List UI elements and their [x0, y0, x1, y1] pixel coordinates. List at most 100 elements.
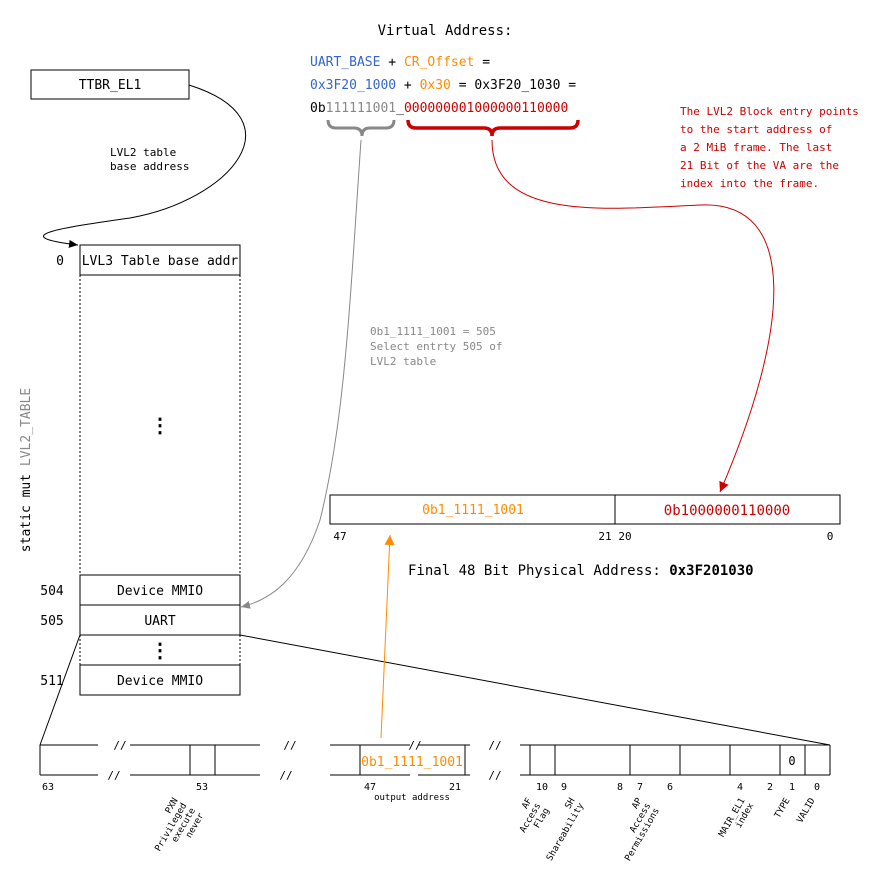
row505-label: UART — [144, 614, 175, 629]
va-base-hex: 0x3F20_1000 — [310, 78, 396, 93]
va-eq-1: = — [482, 55, 490, 70]
descriptor-frame — [39, 744, 831, 776]
field-ap-1: AP — [631, 796, 645, 811]
bit-6: 6 — [667, 782, 673, 793]
break-mark-2: // — [107, 769, 120, 782]
field-sh: SH Shareability — [545, 797, 586, 863]
field-sh-1: SH — [564, 797, 578, 811]
bit-21: 21 — [449, 782, 461, 793]
break-mark-3: // — [283, 739, 296, 752]
bit-0: 0 — [814, 782, 820, 793]
descriptor-type-value: 0 — [788, 754, 795, 768]
ttbr-label: TTBR_EL1 — [79, 78, 142, 93]
va-bin-prefix: 0b — [310, 101, 326, 116]
bit-1: 1 — [789, 782, 795, 793]
red-note-2: to the start address of — [680, 123, 832, 136]
gray-note-2: Select entrty 505 of — [370, 340, 502, 353]
break-mark-7: // — [488, 769, 501, 782]
row0-label: LVL3 Table base addr — [82, 254, 239, 269]
row0-index: 0 — [56, 254, 64, 269]
gray-note-3: LVL2 table — [370, 355, 436, 368]
table-row-511 — [79, 664, 241, 696]
red-brace — [406, 119, 580, 137]
pa-bit-20: 20 — [618, 530, 631, 543]
gray-note-1: 0b1_1111_1001 = 505 — [370, 325, 496, 338]
va-index-bits: 111111001 — [326, 101, 396, 116]
table-side-prefix: static mut — [19, 466, 34, 552]
table-dots-upper: ⋮ — [150, 413, 170, 437]
va-offset-bits: 000000001000000110000 — [404, 101, 568, 116]
pa-bit-0: 0 — [827, 530, 834, 543]
lvl2-note-1: LVL2 table — [110, 146, 176, 159]
bit-10: 10 — [536, 782, 548, 793]
va-offset-hex: 0x30 — [420, 78, 451, 93]
lvl2-note-2: base address — [110, 160, 189, 173]
field-ap: AP Access Permissions — [623, 796, 661, 863]
pa-bit-47: 47 — [333, 530, 346, 543]
row511-index: 511 — [40, 674, 63, 689]
table-row-505 — [79, 604, 241, 636]
field-type: TYPE — [773, 797, 793, 821]
table-row-504 — [79, 574, 241, 606]
pa-left-value: 0b1_1111_1001 — [422, 503, 524, 518]
red-offset-arrow — [491, 139, 775, 493]
va-plus-1: + — [388, 55, 396, 70]
field-valid: VALID — [795, 797, 817, 825]
va-result-hex: = 0x3F20_1030 = — [459, 78, 577, 93]
table-side-name: LVL2_TABLE — [19, 388, 34, 466]
bit-4: 4 — [737, 782, 743, 793]
bit-47: 47 — [364, 782, 376, 793]
break-mark-4: // — [279, 769, 292, 782]
va-title: Virtual Address: — [378, 23, 513, 39]
field-valid-1: VALID — [795, 797, 817, 825]
table-dots-lower: ⋮ — [150, 638, 170, 662]
red-note-4: 21 Bit of the VA are the — [680, 159, 839, 172]
bit-9: 9 — [561, 782, 567, 793]
va-line2: 0x3F20_1000 + 0x30 = 0x3F20_1030 = — [310, 78, 576, 93]
gray-index-arrow — [240, 139, 362, 609]
field-af-1: AF — [521, 797, 535, 811]
bit-53: 53 — [196, 782, 208, 793]
field-af: AF Access Flag — [518, 797, 552, 835]
break-mark-5: // — [408, 739, 421, 752]
red-note-1: The LVL2 Block entry points — [680, 105, 859, 118]
va-bin-sep: _ — [396, 101, 404, 116]
field-pxn: PXN Privileged execute never — [154, 797, 207, 854]
pa-bit-21: 21 — [598, 530, 611, 543]
pa-caption-value: 0x3F201030 — [669, 563, 753, 579]
red-note-3: a 2 MiB frame. The last — [680, 141, 832, 154]
zoom-line-left — [39, 634, 81, 746]
field-sh-2: Shareability — [545, 801, 586, 863]
va-cr-offset: CR_Offset — [404, 55, 474, 70]
row504-index: 504 — [40, 584, 64, 599]
pa-right-value: 0b1000000110000 — [664, 503, 790, 519]
row504-label: Device MMIO — [117, 584, 203, 599]
bit-7: 7 — [637, 782, 643, 793]
va-line3: 0b111111001_000000001000000110000 — [310, 101, 568, 116]
field-attr: MAIR_EL1 index — [717, 797, 756, 840]
pa-right-segment — [614, 494, 841, 525]
va-plus-2: + — [404, 78, 412, 93]
orange-output-arrow — [380, 534, 395, 739]
bit-63: 63 — [42, 782, 54, 793]
pa-caption-prefix: Final 48 Bit Physical Address: — [408, 563, 669, 579]
red-note-5: index into the frame. — [680, 177, 819, 190]
bit-2: 2 — [767, 782, 773, 793]
break-mark-1: // — [113, 739, 126, 752]
table-row-0 — [79, 244, 241, 276]
pa-caption: Final 48 Bit Physical Address: 0x3F20103… — [408, 563, 754, 579]
bit-8: 8 — [617, 782, 623, 793]
field-type-1: TYPE — [773, 797, 793, 821]
ttbr-box — [30, 69, 190, 100]
gray-brace — [326, 119, 396, 137]
va-line1: UART_BASE + CR_Offset = — [310, 55, 490, 70]
output-address-label: output address — [374, 793, 450, 803]
row505-index: 505 — [40, 614, 63, 629]
table-side-label: static mut LVL2_TABLE — [19, 388, 34, 552]
descriptor-output-value: 0b1_1111_1001 — [361, 755, 463, 770]
zoom-line-right — [239, 634, 831, 746]
ttbr-arrow — [42, 84, 247, 248]
va-uart-base: UART_BASE — [310, 55, 380, 70]
